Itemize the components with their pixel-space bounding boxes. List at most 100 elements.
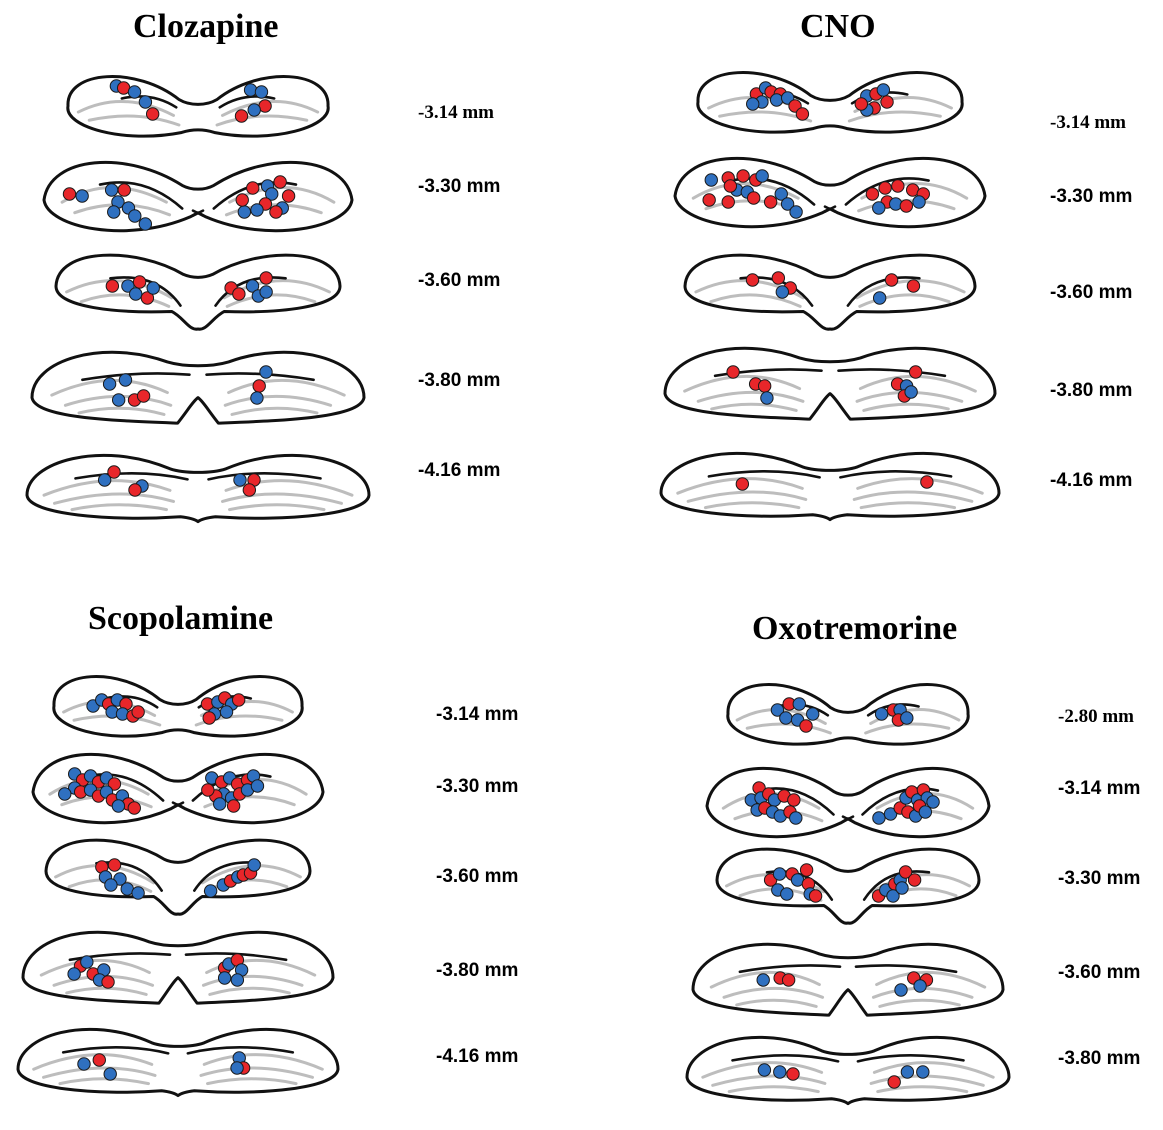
placement-dot-blue (75, 189, 89, 203)
corpus-callosum-line (191, 209, 205, 217)
hippocampal-layer-line (709, 970, 821, 989)
placement-dot-blue (746, 97, 760, 111)
placement-dot-red (723, 179, 738, 193)
placement-dot-blue (757, 1063, 772, 1077)
placement-dot-blue (918, 805, 933, 819)
corpus-callosum-line (856, 1054, 965, 1063)
corpus-callosum-line (205, 372, 315, 382)
hippocampal-layer-line (858, 374, 977, 393)
placement-dot-blue (874, 707, 889, 721)
corpus-callosum-line (738, 964, 842, 974)
brain-section (673, 1010, 1023, 1130)
corpus-callosum-line (61, 1046, 170, 1055)
placement-dot-blue (230, 1061, 244, 1075)
hippocampal-layer-line (65, 986, 148, 996)
placement-dot-blue (774, 187, 788, 201)
placement-dot-blue (97, 473, 112, 487)
corpus-callosum-line (841, 815, 855, 823)
placement-dot-red (736, 169, 750, 183)
hippocampal-layer-line (876, 1085, 969, 1094)
placement-dot-blue (876, 83, 891, 97)
brain-section (38, 662, 318, 754)
placement-dot-red (726, 365, 740, 379)
placement-dot-blue (872, 201, 886, 215)
placement-dot-blue (792, 697, 806, 711)
placement-dot-blue (138, 217, 153, 231)
placement-dot-blue (111, 799, 126, 813)
placement-dot-blue (265, 187, 279, 201)
hippocampal-layer-line (722, 986, 825, 999)
depth-label: -3.80 mm (436, 960, 519, 981)
placement-dot-red (763, 195, 778, 209)
placement-dot-blue (904, 385, 918, 399)
placement-dot-blue (789, 205, 803, 219)
brain-section-drawing (659, 451, 1001, 522)
placement-dot-red (202, 711, 216, 725)
placement-dot-red (757, 379, 772, 393)
depth-label: -3.80 mm (418, 370, 501, 391)
placement-dot-blue (121, 279, 135, 293)
hippocampal-layer-line (201, 974, 304, 987)
hippocampal-layer-line (878, 998, 961, 1008)
hippocampal-layer-line (224, 203, 323, 217)
placement-dot-red (281, 189, 296, 203)
placement-dot-red (136, 389, 151, 403)
placement-dot-blue (779, 711, 793, 725)
depth-label: -4.16 mm (1050, 470, 1133, 491)
placement-dot-red (107, 858, 122, 872)
placement-dot-red (887, 1075, 901, 1089)
hippocampal-layer-line (76, 99, 176, 117)
brain-section-drawing (705, 766, 991, 839)
brain-section (671, 239, 989, 341)
corpus-callosum-line (862, 870, 931, 901)
brain-section (703, 833, 993, 935)
placement-dot-blue (780, 197, 795, 211)
placement-dot-red (787, 793, 801, 807)
placement-dot-red (786, 1067, 800, 1081)
placement-dot-red (131, 705, 145, 719)
placement-dot-blue (254, 85, 269, 99)
placement-dot-blue (131, 886, 145, 900)
corpus-callosum-line (74, 472, 189, 481)
section-outline (685, 1035, 1011, 1106)
brain-section-drawing (663, 346, 997, 421)
brain-section (679, 919, 1017, 1045)
hippocampal-layer-line (735, 998, 818, 1008)
placement-dot-blue (138, 95, 153, 109)
brain-section (13, 428, 383, 548)
corpus-callosum-line (120, 95, 178, 109)
placement-dot-blue (128, 209, 142, 223)
section-outline (673, 156, 987, 229)
placement-dot-red (128, 483, 142, 497)
placement-dot-blue (230, 973, 245, 987)
corpus-callosum-line (68, 952, 172, 962)
placement-dot-blue (872, 291, 887, 305)
panel-oxotremorine: Oxotremorine (580, 560, 1160, 1115)
hippocampal-layer-line (859, 501, 957, 510)
placement-dot-red (235, 193, 249, 207)
hippocampal-layer-line (208, 986, 291, 996)
placement-dot-red (246, 181, 260, 195)
placement-dot-red (62, 187, 77, 201)
placement-dot-red (746, 191, 761, 205)
placement-dot-blue (77, 1057, 91, 1071)
hippocampal-layer-line (58, 1077, 150, 1086)
placement-dot-blue (900, 711, 914, 725)
placement-dot-red (899, 199, 914, 213)
brain-section (19, 736, 337, 844)
hippocampal-layer-line (230, 406, 319, 416)
placement-dot-red (132, 275, 147, 289)
placement-dot-blue (107, 205, 121, 219)
placement-dot-blue (760, 391, 774, 405)
placement-dot-blue (213, 797, 227, 811)
section-outline (16, 1027, 340, 1098)
depth-label: -3.60 mm (418, 270, 501, 291)
placement-dot-blue (243, 83, 258, 97)
hippocampal-layer-line (856, 477, 984, 495)
depth-label: -3.60 mm (1058, 962, 1141, 983)
brain-section-drawing (683, 253, 977, 331)
brain-section-drawing (25, 453, 371, 524)
placement-dot-blue (247, 103, 261, 117)
corpus-callosum-line (218, 95, 276, 109)
brain-section (4, 1002, 352, 1122)
